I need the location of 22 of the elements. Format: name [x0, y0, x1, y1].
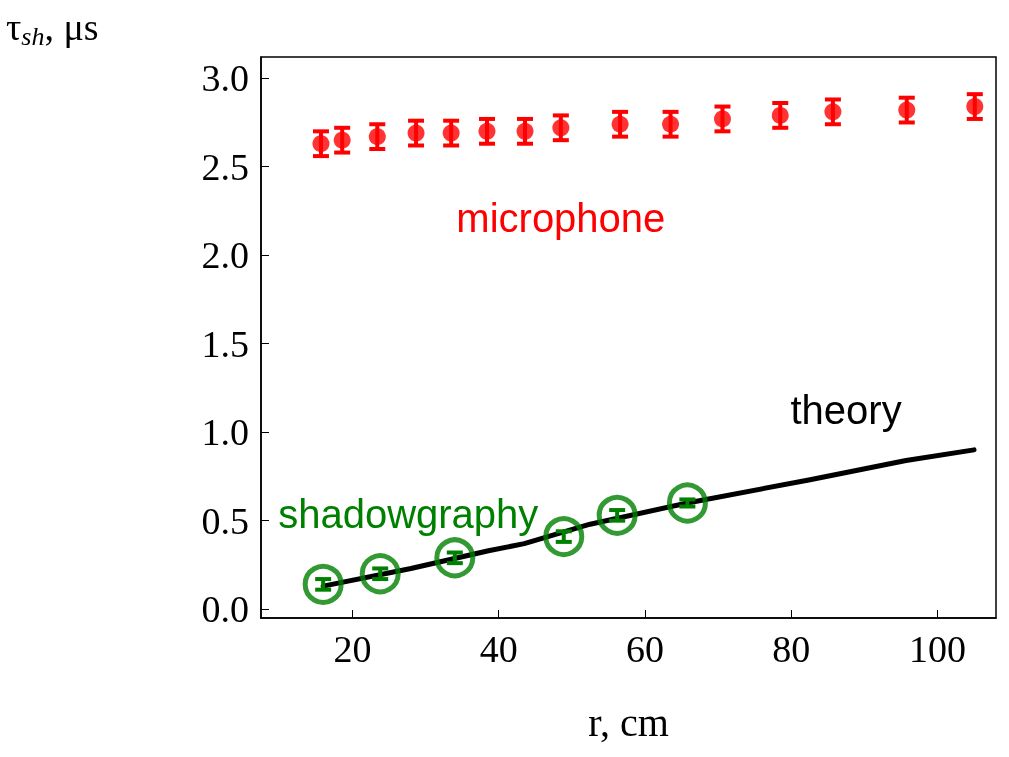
point: [302, 563, 344, 605]
point: [434, 537, 476, 579]
point: [543, 516, 585, 558]
y-tick-label: 0.5: [201, 499, 249, 542]
point: [666, 482, 708, 524]
series-label: theory: [790, 388, 902, 433]
y-tick-label: 0.0: [201, 588, 249, 631]
point: [359, 553, 401, 595]
y-tick-label: 2.5: [201, 145, 249, 188]
x-tick-label: 40: [479, 628, 518, 670]
y-tick-label: 3.0: [201, 57, 249, 100]
point: [596, 494, 638, 536]
series-label: shadowgraphy: [278, 492, 539, 537]
x-tick-label: 80: [772, 628, 811, 670]
y-tick-label: 1.0: [201, 411, 249, 454]
y-tick-label: 1.5: [201, 322, 249, 365]
x-tick-label: 100: [908, 628, 966, 670]
x-axis-title: r, cm: [588, 699, 669, 745]
x-tick-label: 60: [625, 628, 664, 670]
x-tick-label: 20: [333, 628, 372, 670]
series-label: microphone: [456, 195, 666, 240]
y-tick-label: 2.0: [201, 234, 249, 277]
